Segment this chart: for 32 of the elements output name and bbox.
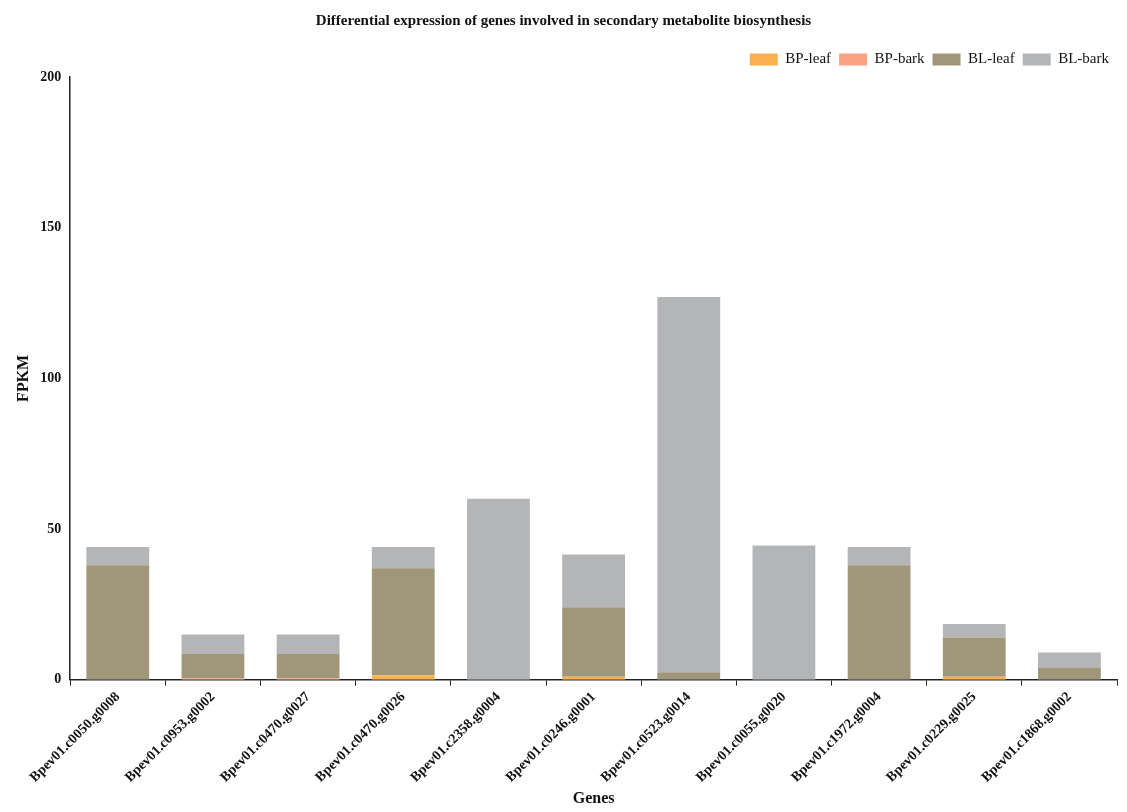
y-tick-label: 0	[54, 671, 62, 687]
y-tick-label: 200	[40, 68, 62, 84]
bar	[181, 654, 245, 679]
y-tick-label: 150	[40, 219, 62, 235]
bar	[942, 623, 1006, 638]
legend-label: BL-leaf	[968, 50, 1015, 67]
bar	[86, 565, 150, 680]
bar	[276, 634, 340, 655]
bar	[657, 672, 721, 680]
bar	[562, 554, 625, 608]
y-tick-label: 50	[47, 520, 62, 536]
legend-label: BL-bark	[1058, 50, 1110, 67]
bar	[371, 568, 435, 676]
y-tick-label: 100	[40, 369, 62, 385]
bar	[181, 634, 245, 655]
bar	[276, 654, 340, 679]
bar	[1038, 652, 1101, 668]
bar	[371, 547, 435, 569]
bar	[1038, 667, 1101, 680]
legend-label: BP-leaf	[785, 50, 832, 67]
bar	[847, 547, 911, 566]
bar	[847, 565, 911, 680]
bar	[562, 607, 625, 677]
bar	[657, 296, 721, 673]
x-axis-title: Genes	[572, 788, 615, 806]
bar	[942, 637, 1006, 677]
y-axis-title: FPKM	[13, 354, 31, 402]
bar	[752, 545, 816, 680]
legend-label: BP-bark	[874, 50, 926, 67]
bar	[86, 547, 150, 566]
bar	[467, 498, 530, 680]
chart-title: Differential expression of genes involved in secondary metabolite biosynthesis	[315, 11, 812, 28]
